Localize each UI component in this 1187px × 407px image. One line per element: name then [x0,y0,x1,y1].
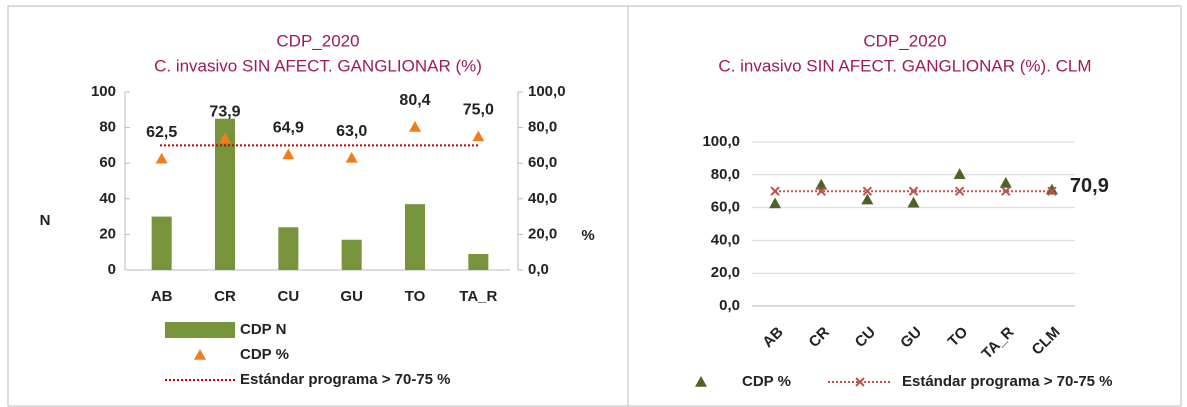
bar [341,239,362,270]
chart-subtitle: C. invasivo SIN AFECT. GANGLIONAR (%) [154,56,482,75]
marker [862,186,873,196]
data-label: 62,5 [146,124,177,141]
x-tick-label: AB [151,288,173,305]
frame [627,5,1182,407]
point [953,168,966,179]
y-tick-label: 100 [91,83,116,100]
y-tick-label: 40 [99,190,116,207]
point [345,151,358,163]
chart-subtitle: C. invasivo SIN AFECT. GANGLIONAR (%). C… [718,56,1091,75]
data-label: 64,9 [273,120,304,137]
y-tick-label: 0 [108,261,116,278]
legend-swatch [165,322,235,338]
point [155,152,168,164]
y-tick-label: 100,0 [702,133,740,150]
marker [954,186,965,196]
y-tick-label: 40,0 [711,231,740,248]
point [907,196,920,208]
y-axis-label: N [40,212,51,229]
marker [1001,186,1011,196]
y-tick-label: 80,0 [711,166,740,183]
x-tick-label: TO [945,323,972,350]
legend-label: CDP % [240,346,289,363]
x-tick-label: TA_R [978,323,1017,362]
point [999,177,1012,188]
point [1045,183,1058,195]
y2-tick-label: 0,0 [528,261,549,278]
y2-tick-label: 20,0 [528,225,557,242]
x-tick-label: CR [806,324,833,351]
chart-title: CDP_2020 [863,31,946,50]
marker [908,186,919,196]
legend-swatch [855,377,865,387]
marker [1047,186,1057,196]
point [769,197,782,209]
marker [816,186,826,196]
x-tick-label: AB [759,324,786,351]
y-tick-label: 80 [99,119,116,136]
x-tick-label: GU [897,324,925,352]
y-tick-label: 60,0 [711,199,740,216]
y2-tick-label: 60,0 [528,154,557,171]
data-label: 75,0 [463,102,494,119]
bar [151,216,172,270]
point [409,120,421,132]
y-tick-label: 0,0 [719,297,740,314]
bar [468,253,489,270]
x-tick-label: GU [340,288,363,305]
bar [215,118,235,270]
y2-tick-label: 80,0 [528,119,557,136]
y-tick-label: 20 [99,225,116,242]
x-tick-label: CU [852,324,879,351]
bar [278,227,299,270]
y-tick-label: 60 [99,154,116,171]
y2-axis-label: % [581,227,594,244]
x-tick-label: TA_R [459,288,497,305]
x-tick-label: CLM [1029,324,1064,359]
legend-label: CDP N [240,321,286,338]
data-label: 70,9 [1070,175,1109,197]
legend-label: Estándar programa > 70-75 % [240,371,451,388]
y2-tick-label: 100,0 [528,83,566,100]
x-tick-label: CU [277,288,299,305]
legend-swatch [194,349,206,360]
marker [770,186,780,196]
y2-tick-label: 40,0 [528,190,557,207]
x-tick-label: CR [214,288,236,305]
bar [405,204,425,270]
y-tick-label: 20,0 [711,264,740,281]
data-label: 73,9 [209,104,240,121]
point [282,148,295,160]
legend-label: CDP % [742,373,791,390]
x-tick-label: TO [405,288,426,305]
data-label: 63,0 [336,123,367,140]
data-label: 80,4 [399,92,430,109]
point [861,193,874,205]
legend-swatch [695,376,707,387]
point [219,132,231,144]
chart-title: CDP_2020 [276,31,359,50]
point [472,130,485,142]
legend-label: Estándar programa > 70-75 % [902,373,1113,390]
